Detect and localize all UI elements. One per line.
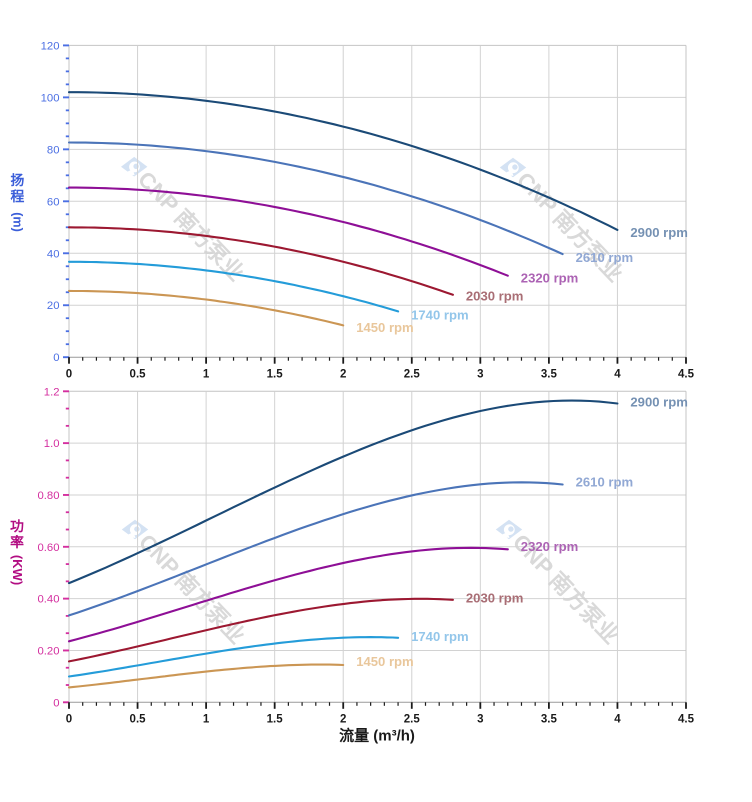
- svg-text:2320 rpm: 2320 rpm: [521, 539, 579, 554]
- svg-text:0: 0: [53, 352, 59, 364]
- svg-text:4: 4: [614, 714, 621, 726]
- svg-text:1: 1: [203, 369, 210, 381]
- svg-text:程: 程: [11, 189, 25, 204]
- svg-text:0: 0: [66, 714, 72, 726]
- svg-text:0.5: 0.5: [130, 369, 147, 381]
- svg-text:1450 rpm: 1450 rpm: [356, 320, 414, 335]
- svg-text:1.2: 1.2: [44, 386, 60, 398]
- svg-text:0.5: 0.5: [130, 714, 147, 726]
- svg-text:40: 40: [47, 248, 60, 260]
- svg-text:2: 2: [340, 369, 346, 381]
- svg-text:0.80: 0.80: [38, 490, 60, 502]
- svg-text:0.20: 0.20: [38, 645, 60, 657]
- svg-text:1: 1: [203, 714, 210, 726]
- svg-text:2610 rpm: 2610 rpm: [576, 475, 634, 490]
- svg-text:3.5: 3.5: [541, 369, 558, 381]
- svg-text:1740 rpm: 1740 rpm: [411, 629, 469, 644]
- svg-text:1.0: 1.0: [44, 438, 60, 450]
- svg-text:3: 3: [477, 714, 483, 726]
- svg-text:2900 rpm: 2900 rpm: [630, 394, 688, 409]
- svg-text:率: 率: [10, 534, 24, 550]
- svg-text:1740 rpm: 1740 rpm: [411, 307, 469, 322]
- svg-text:功: 功: [10, 519, 24, 534]
- svg-text:2610 rpm: 2610 rpm: [576, 250, 634, 265]
- svg-text:80: 80: [47, 144, 60, 156]
- svg-text:2030 rpm: 2030 rpm: [466, 591, 524, 606]
- svg-text:0.40: 0.40: [38, 594, 60, 606]
- svg-text:4.5: 4.5: [678, 714, 695, 726]
- svg-text:2320 rpm: 2320 rpm: [521, 271, 579, 286]
- svg-text:(m): (m): [11, 212, 25, 232]
- svg-text:0.60: 0.60: [38, 542, 60, 554]
- svg-text:60: 60: [47, 196, 60, 208]
- svg-text:2.5: 2.5: [404, 714, 421, 726]
- svg-text:(KW): (KW): [10, 555, 25, 585]
- svg-text:120: 120: [41, 40, 60, 52]
- svg-text:2.5: 2.5: [404, 369, 421, 381]
- svg-text:3.5: 3.5: [541, 714, 558, 726]
- svg-text:扬: 扬: [11, 172, 25, 188]
- svg-text:2900 rpm: 2900 rpm: [630, 225, 688, 240]
- svg-text:20: 20: [47, 300, 60, 312]
- svg-text:1450 rpm: 1450 rpm: [356, 654, 414, 669]
- svg-text:3: 3: [477, 369, 483, 381]
- svg-text:0: 0: [53, 697, 59, 709]
- svg-text:4: 4: [614, 369, 621, 381]
- svg-text:0: 0: [66, 369, 72, 381]
- svg-text:流量 (m³/h): 流量 (m³/h): [339, 726, 415, 744]
- svg-text:2030 rpm: 2030 rpm: [466, 288, 524, 303]
- svg-text:1.5: 1.5: [267, 714, 284, 726]
- svg-text:1.5: 1.5: [267, 369, 284, 381]
- svg-text:4.5: 4.5: [678, 369, 695, 381]
- svg-text:2: 2: [340, 714, 346, 726]
- svg-text:100: 100: [41, 92, 60, 104]
